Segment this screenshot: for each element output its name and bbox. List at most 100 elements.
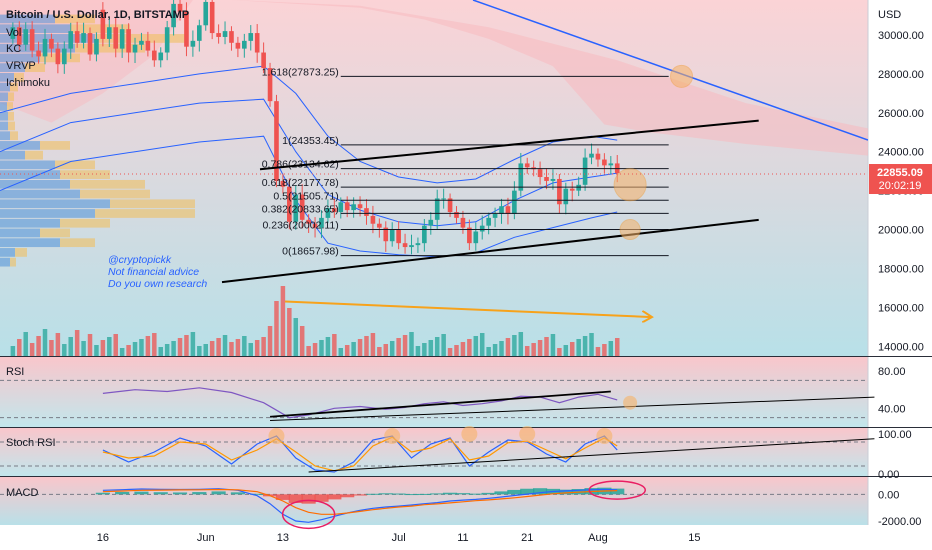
time-axis[interactable]: 16 Jun 13 Jul 11 21 Aug 15 xyxy=(97,532,701,544)
highlight-circle-2 xyxy=(619,219,641,241)
volume-bar-75 xyxy=(492,344,498,356)
candle-body-29 xyxy=(197,25,202,41)
candle-body-58 xyxy=(383,227,389,242)
fib-level-label-1: 1(24353.45) xyxy=(282,135,339,147)
vrvp-down-24 xyxy=(15,248,27,257)
candle-body-63 xyxy=(415,243,421,246)
stoch-rsi-pane[interactable] xyxy=(0,426,875,473)
volume-bar-42 xyxy=(280,286,286,356)
volume-bar-80 xyxy=(524,346,530,356)
vrvp-down-1 xyxy=(70,24,130,34)
candle-body-33 xyxy=(222,31,228,37)
macd-bottom-circle xyxy=(281,499,336,530)
volume-bar-81 xyxy=(531,343,536,356)
volume-bar-45 xyxy=(299,326,305,356)
rsi-trendline-upper xyxy=(269,390,611,418)
candle-body-57 xyxy=(377,223,382,228)
macd-histogram-bar-26 xyxy=(481,492,496,495)
rsi-pane[interactable] xyxy=(0,379,875,421)
price-tick-5: 24000.00 xyxy=(878,147,924,159)
volume-bar-62 xyxy=(409,332,414,356)
vrvp-up-20 xyxy=(0,209,95,218)
volume-bar-58 xyxy=(383,344,389,356)
volume-bar-92 xyxy=(602,344,607,356)
volume-bar-79 xyxy=(518,332,524,356)
candle-body-78 xyxy=(512,190,517,214)
volume-bar-82 xyxy=(537,340,543,356)
volume-bar-65 xyxy=(428,340,434,356)
volume-bar-49 xyxy=(325,337,331,356)
macd-histogram-bar-5 xyxy=(192,492,207,495)
macd-pane[interactable] xyxy=(0,480,868,530)
macd-histogram-bar-1 xyxy=(115,491,130,495)
macd-histogram-bar-3 xyxy=(153,492,168,495)
candle-body-49 xyxy=(325,208,331,218)
macd-histogram-bar-24 xyxy=(455,493,471,495)
volume-bar-66 xyxy=(434,337,440,356)
volume-bar-63 xyxy=(415,346,421,356)
time-tick-4: 11 xyxy=(457,532,468,544)
channel-upper-line xyxy=(259,119,759,171)
volume-bar-68 xyxy=(447,348,453,356)
vrvp-up-6 xyxy=(0,72,14,82)
indicator-vrvp[interactable]: VRVP xyxy=(6,60,36,72)
fib-level-label-5: 0.382(20833.65) xyxy=(262,203,339,215)
volume-bar-88 xyxy=(576,339,581,356)
macd-histogram-bar-27 xyxy=(494,491,509,495)
candle-body-18 xyxy=(126,29,131,53)
indicator-vol[interactable]: Vol xyxy=(6,27,21,39)
candle-body-39 xyxy=(261,52,266,69)
macd-histogram-bar-10 xyxy=(275,494,290,500)
subpane-tick-0-1: 40.00 xyxy=(878,403,906,415)
candle-body-13 xyxy=(94,38,99,55)
volume-bar-56 xyxy=(370,333,376,356)
price-pane-bg xyxy=(0,0,868,356)
candle-body-14 xyxy=(100,9,106,39)
vrvp-down-14 xyxy=(25,150,43,160)
macd-histogram-bar-16 xyxy=(352,494,368,496)
candle-body-53 xyxy=(351,204,356,211)
volume-bar-15 xyxy=(107,337,112,356)
candle-body-45 xyxy=(299,194,305,220)
candle-body-4 xyxy=(36,50,41,57)
stoch-rsi-pane-title: Stoch RSI xyxy=(6,437,56,449)
fib-level-label-0: 1.618(27873.25) xyxy=(262,66,339,78)
volume-bar-2 xyxy=(23,332,28,356)
candle-body-87 xyxy=(569,188,575,191)
volume-bar-26 xyxy=(177,338,183,356)
volume-bar-40 xyxy=(267,326,273,356)
price-pane[interactable]: 1.618(27873.25)1(24353.45)0.786(23134.62… xyxy=(0,0,868,356)
vrvp-up-13 xyxy=(0,141,40,150)
subpane-tick-2-0: 0.00 xyxy=(878,489,899,501)
vrvp-up-14 xyxy=(0,150,25,160)
indicator-kc[interactable]: KC xyxy=(6,43,21,55)
time-tick-6: Aug xyxy=(588,532,608,544)
macd-histogram-bar-28 xyxy=(507,489,522,495)
candle-body-75 xyxy=(492,213,498,218)
candle-body-82 xyxy=(537,169,543,178)
vrvp-up-8 xyxy=(0,92,8,102)
macd-histogram-bar-0 xyxy=(95,492,110,495)
macd-histogram-bar-19 xyxy=(391,493,406,495)
candle-body-5 xyxy=(42,38,48,57)
candle-body-38 xyxy=(254,33,260,53)
vrvp-down-10 xyxy=(8,111,14,121)
vrvp-up-10 xyxy=(0,111,8,121)
last-price-value: 22855.09 xyxy=(877,167,923,179)
vrvp-up-25 xyxy=(0,257,10,267)
volume-bar-31 xyxy=(209,341,215,356)
vrvp-down-16 xyxy=(60,170,110,179)
vrvp-down-0 xyxy=(55,14,95,24)
macd-histogram-bar-7 xyxy=(230,492,245,495)
volume-bar-12 xyxy=(87,334,93,356)
candle-body-24 xyxy=(164,27,170,53)
highlight-circle-1 xyxy=(613,168,647,202)
vrvp-down-21 xyxy=(60,218,110,228)
volume-bar-33 xyxy=(222,335,228,356)
macd-histogram-bar-22 xyxy=(430,493,445,495)
volume-bar-85 xyxy=(557,348,562,356)
candle-body-21 xyxy=(145,40,151,51)
candle-body-67 xyxy=(441,198,446,200)
indicator-ichimoku[interactable]: Ichimoku xyxy=(6,77,50,89)
